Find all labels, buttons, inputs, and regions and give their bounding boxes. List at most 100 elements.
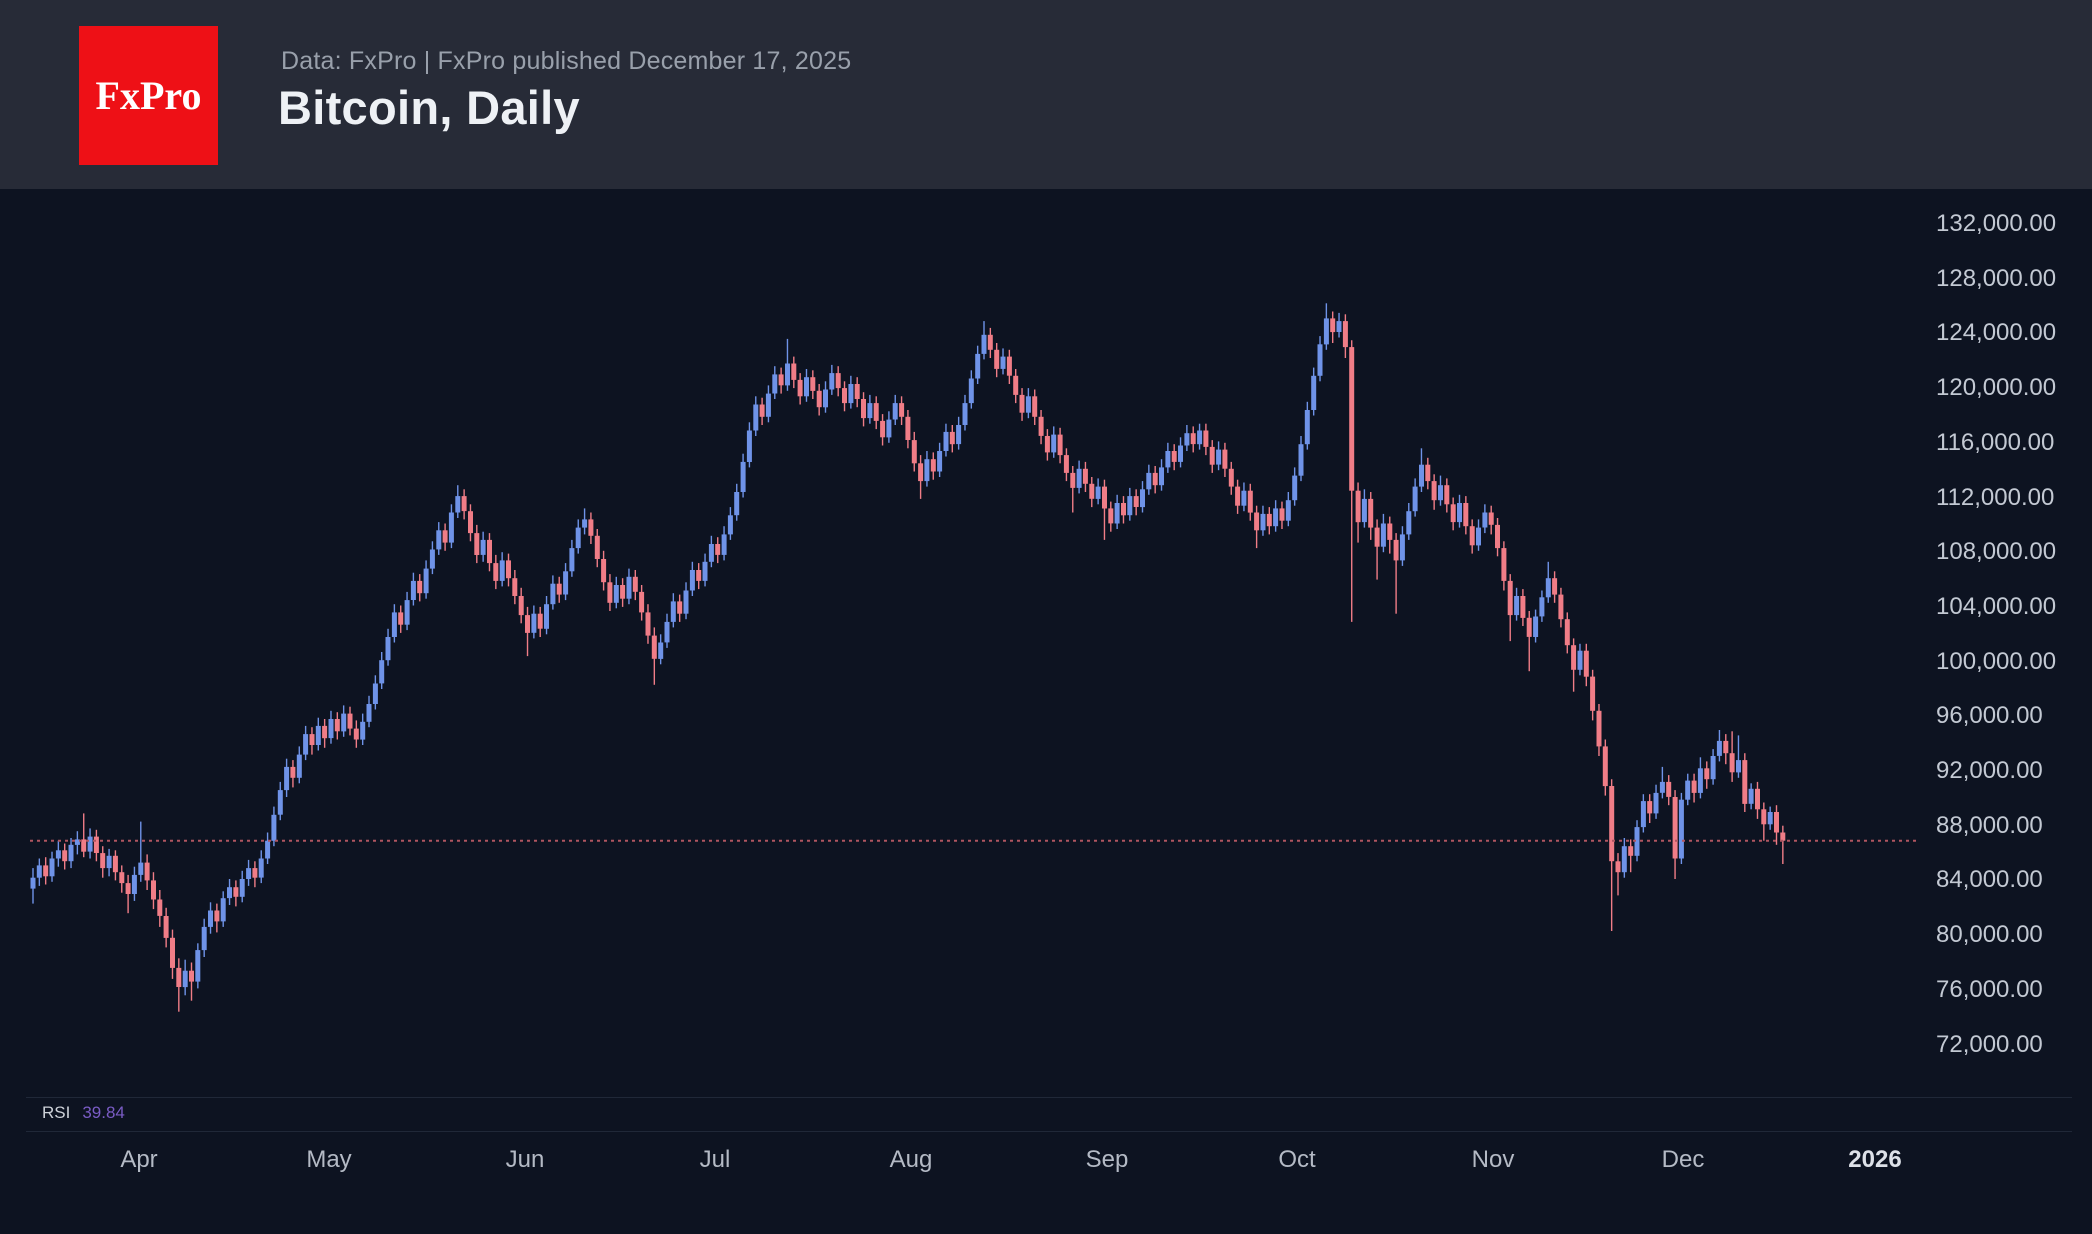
candle-body bbox=[1387, 523, 1393, 540]
candle-body bbox=[816, 390, 822, 408]
candle-body bbox=[1152, 472, 1158, 486]
candle-body bbox=[715, 544, 721, 555]
candle-body bbox=[1070, 472, 1076, 488]
chart-area[interactable]: 132,000.00 128,000.00 124,000.00 120,000.00… bbox=[0, 189, 2092, 1234]
candle-body bbox=[100, 853, 106, 869]
candle-body bbox=[639, 591, 645, 613]
candle-body bbox=[1469, 526, 1475, 546]
candle-body bbox=[1336, 321, 1342, 332]
candle-body bbox=[544, 604, 549, 629]
candle-body bbox=[1520, 596, 1526, 618]
candle-body bbox=[759, 404, 765, 417]
candle-body bbox=[1621, 846, 1627, 873]
candle-body bbox=[1488, 512, 1494, 525]
candle-body bbox=[1063, 455, 1069, 473]
candle-body bbox=[1755, 788, 1760, 810]
candle-body bbox=[785, 363, 790, 386]
candle-body bbox=[607, 582, 613, 603]
candle-body bbox=[1044, 436, 1050, 453]
candle-body bbox=[1222, 449, 1228, 469]
candle-body bbox=[1342, 321, 1348, 348]
candle-body bbox=[1019, 394, 1025, 413]
candle-body bbox=[911, 440, 917, 464]
candle-body bbox=[1710, 756, 1716, 780]
candle-body bbox=[36, 865, 42, 878]
candle-body bbox=[74, 839, 80, 845]
candle-body bbox=[937, 451, 943, 472]
candle-body bbox=[461, 496, 467, 512]
candle-body bbox=[341, 713, 347, 732]
candle-body bbox=[1476, 527, 1481, 546]
candle-body bbox=[1659, 781, 1665, 793]
candle-body bbox=[854, 384, 860, 399]
candle-body bbox=[1368, 498, 1374, 528]
candle-body bbox=[1108, 508, 1114, 524]
candle-body bbox=[1450, 504, 1456, 523]
candle-body bbox=[1127, 496, 1133, 516]
candle-body bbox=[385, 637, 391, 661]
candle-body bbox=[423, 568, 429, 594]
candle-body bbox=[125, 883, 131, 894]
candle-body bbox=[1526, 617, 1532, 637]
candle-body bbox=[835, 373, 841, 389]
candle-body bbox=[550, 583, 556, 605]
candle-body bbox=[848, 384, 854, 404]
candle-body bbox=[1266, 513, 1272, 527]
candle-body bbox=[943, 431, 949, 451]
candle-body bbox=[1361, 498, 1367, 523]
candle-body bbox=[1577, 650, 1583, 670]
candle-body bbox=[131, 874, 137, 894]
candle-body bbox=[214, 910, 220, 922]
candle-body bbox=[1216, 449, 1222, 465]
candle-body bbox=[112, 855, 118, 873]
time-axis-month-label: May bbox=[306, 1146, 352, 1173]
candle-body bbox=[1514, 596, 1520, 616]
price-axis-label: 80,000.00 bbox=[1936, 921, 2043, 948]
candle-body bbox=[956, 425, 962, 445]
candle-body bbox=[873, 403, 879, 421]
candle-body bbox=[1748, 788, 1754, 804]
candle-body bbox=[1102, 486, 1107, 509]
price-axis-label: 132,000.00 bbox=[1936, 210, 2057, 237]
candle-body bbox=[753, 404, 759, 431]
candle-body bbox=[689, 570, 695, 591]
candle-body bbox=[30, 877, 36, 889]
candle-body bbox=[220, 898, 226, 922]
candle-body bbox=[1025, 396, 1031, 413]
candle-body bbox=[442, 530, 448, 543]
candle-body bbox=[620, 585, 626, 599]
candle-body bbox=[1380, 523, 1386, 547]
candles-svg[interactable] bbox=[0, 189, 2092, 1234]
candle-body bbox=[804, 377, 809, 397]
candle-body bbox=[512, 578, 518, 596]
candle-body bbox=[563, 571, 569, 595]
candle-body bbox=[1495, 524, 1500, 549]
candle-body bbox=[1742, 760, 1748, 804]
candle-body bbox=[1076, 468, 1082, 488]
candle-body bbox=[1767, 812, 1773, 825]
candle-body bbox=[1685, 780, 1691, 800]
candle-body bbox=[537, 613, 543, 629]
candle-body bbox=[277, 790, 283, 815]
candle-body bbox=[1000, 356, 1006, 369]
candle-body bbox=[1140, 489, 1145, 508]
candle-body bbox=[727, 515, 733, 535]
candle-body bbox=[918, 463, 924, 482]
candle-body bbox=[208, 910, 213, 927]
candle-body bbox=[1590, 676, 1596, 711]
fxpro-logo: FxPro bbox=[79, 26, 218, 165]
price-axis-label: 96,000.00 bbox=[1936, 702, 2043, 729]
candle-body bbox=[778, 374, 784, 386]
candle-body bbox=[696, 570, 702, 581]
candle-body bbox=[658, 642, 664, 659]
candle-body bbox=[1406, 511, 1412, 535]
candle-body bbox=[702, 561, 708, 581]
candle-body bbox=[1374, 527, 1380, 547]
candle-body bbox=[588, 519, 594, 536]
page-title: Bitcoin, Daily bbox=[278, 81, 580, 134]
rsi-pane-bottom-divider bbox=[26, 1131, 2072, 1132]
candle-body bbox=[734, 492, 740, 516]
price-axis-label: 88,000.00 bbox=[1936, 812, 2043, 839]
candle-body bbox=[227, 887, 232, 899]
candle-body bbox=[1780, 832, 1786, 841]
